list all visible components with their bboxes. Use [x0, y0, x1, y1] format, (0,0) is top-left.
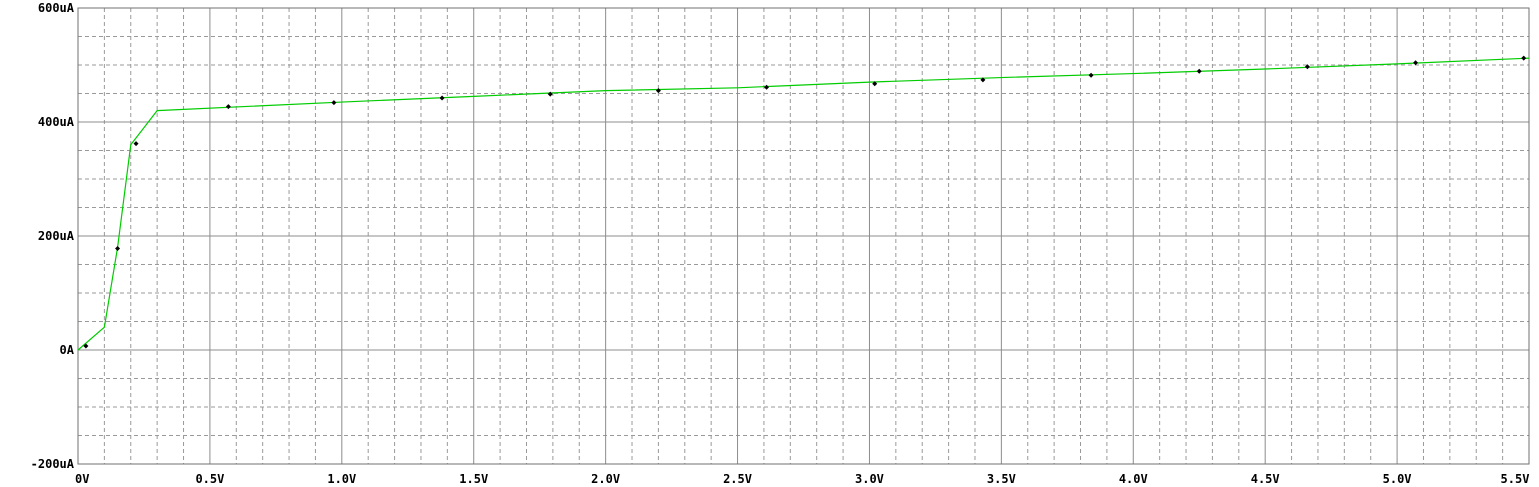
data-point-marker — [1088, 72, 1094, 78]
data-point-marker — [764, 84, 770, 90]
grid-lines — [77, 7, 1530, 465]
data-point-marker — [225, 104, 231, 110]
data-point-marker — [1521, 55, 1527, 61]
data-point-marker — [83, 343, 89, 349]
data-point-marker — [980, 77, 986, 83]
x-tick-labels: 0V 0.5V 1.0V 1.5V 2.0V 2.5V 3.0V 3.5V 4.0V 4.5V 5.… — [75, 472, 1529, 486]
x-tick-label: 0.5V — [195, 472, 224, 486]
data-point-marker — [547, 91, 553, 97]
data-point-marker — [331, 100, 337, 106]
series-line — [77, 57, 1530, 351]
data-point-marker — [439, 95, 445, 101]
y-tick-label: 600uA — [38, 1, 75, 15]
data-point-marker — [655, 88, 661, 94]
data-point-marker — [133, 141, 139, 147]
x-tick-label: 3.5V — [987, 472, 1016, 486]
y-tick-label: 200uA — [38, 229, 75, 243]
x-tick-label: 2.0V — [591, 472, 620, 486]
series-area — [77, 55, 1530, 351]
x-tick-label: 1.5V — [459, 472, 488, 486]
data-point-marker — [1304, 64, 1310, 70]
x-tick-label: 3.0V — [855, 472, 884, 486]
plot-border — [77, 7, 1530, 465]
data-point-marker — [872, 81, 878, 87]
x-tick-label: 4.0V — [1119, 472, 1148, 486]
data-point-marker — [1196, 68, 1202, 74]
y-tick-labels: -200uA 0A 200uA 400uA 600uA — [31, 1, 75, 471]
x-tick-label: 5.0V — [1383, 472, 1412, 486]
x-tick-label: 4.5V — [1251, 472, 1280, 486]
y-tick-label: 400uA — [38, 115, 75, 129]
data-point-marker — [1413, 60, 1419, 66]
y-tick-label: -200uA — [31, 457, 75, 471]
x-tick-label: 2.5V — [723, 472, 752, 486]
x-tick-label: 5.5V — [1501, 472, 1530, 486]
x-tick-label: 1.0V — [327, 472, 356, 486]
x-tick-label: 0V — [75, 472, 89, 486]
y-tick-label: 0A — [60, 343, 75, 357]
data-point-marker — [115, 246, 121, 252]
plot-frame — [77, 7, 1530, 465]
